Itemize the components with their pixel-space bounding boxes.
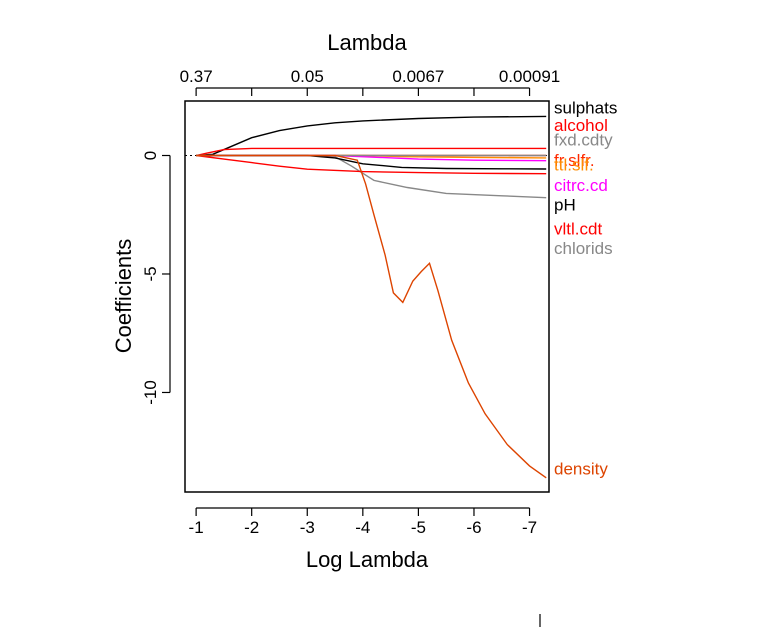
top-tick-label-3: 0.00091 — [499, 67, 560, 86]
x-tick-label-1: -2 — [244, 518, 259, 537]
series-label-ph: pH — [554, 196, 576, 215]
series-line-vltl-cdt — [196, 154, 547, 175]
x-tick-label-3: -4 — [355, 518, 370, 537]
series-line-density — [196, 154, 547, 479]
x-tick-label-6: -7 — [522, 518, 537, 537]
series-line-alcohol — [195, 147, 547, 157]
series-label-ttl-slf-: ttl.slf. — [554, 155, 594, 174]
series-label-chlorids: chlorids — [554, 239, 613, 258]
plot-frame — [184, 100, 550, 493]
series-label-citrc-cd: citrc.cd — [554, 176, 608, 195]
y-tick-label-2: -10 — [141, 380, 160, 405]
x-tick-label-5: -6 — [466, 518, 481, 537]
series-label-fr-slfr-: fr.slfr. — [554, 151, 595, 170]
y-axis-title: Coefficients — [111, 239, 136, 354]
axis-layer: -1 -2 -3 -4 -5 -6 -7 0 -5 -10 0.37 0.05 0.0067 0.0009… — [141, 67, 560, 537]
series-label-alcohol: alcohol — [554, 116, 608, 135]
x-tick-label-0: -1 — [189, 518, 204, 537]
y-tick-label-0: 0 — [141, 151, 160, 160]
series-label-density: density — [554, 459, 608, 478]
series-label-fxd-cdty: fxd.cdty — [554, 130, 613, 149]
x-axis-title: Log Lambda — [306, 547, 429, 572]
top-tick-label-2: 0.0067 — [392, 67, 444, 86]
top-tick-label-1: 0.05 — [291, 67, 324, 86]
series-label-sulphats: sulphats — [554, 98, 617, 117]
y-tick-label-1: -5 — [141, 266, 160, 281]
x-tick-label-4: -5 — [411, 518, 426, 537]
top-axis-title: Lambda — [327, 30, 407, 55]
series-label-vltl-cdt: vltl.cdt — [554, 219, 602, 238]
x-tick-label-2: -3 — [300, 518, 315, 537]
series-layer — [185, 115, 549, 479]
top-tick-label-0: 0.37 — [180, 67, 213, 86]
